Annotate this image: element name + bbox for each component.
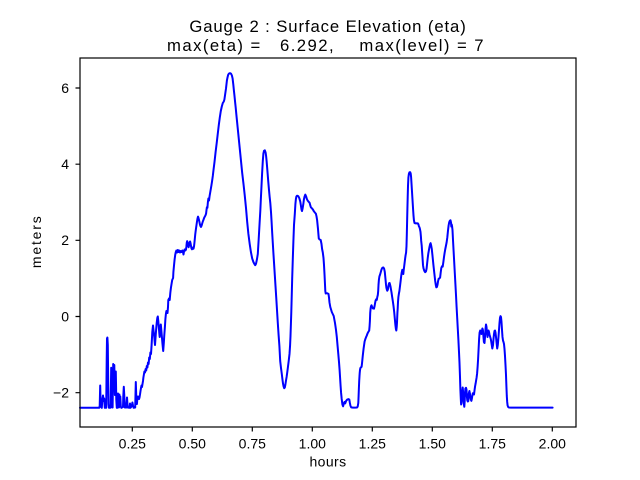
svg-text:4: 4 <box>61 156 69 172</box>
svg-text:hours: hours <box>309 454 346 470</box>
svg-text:0.75: 0.75 <box>239 436 266 452</box>
svg-text:−2: −2 <box>53 385 69 401</box>
svg-text:0: 0 <box>61 308 69 324</box>
svg-text:Gauge 2 : Surface Elevation (e: Gauge 2 : Surface Elevation (eta) <box>189 17 466 36</box>
svg-text:1.25: 1.25 <box>359 436 386 452</box>
svg-text:0.25: 0.25 <box>119 436 146 452</box>
svg-text:1.75: 1.75 <box>479 436 506 452</box>
svg-text:1.00: 1.00 <box>299 436 326 452</box>
svg-text:2.00: 2.00 <box>539 436 566 452</box>
svg-text:6: 6 <box>61 80 69 96</box>
svg-text:2: 2 <box>61 232 69 248</box>
svg-text:meters: meters <box>28 215 44 269</box>
svg-text:0.50: 0.50 <box>179 436 206 452</box>
svg-text:max(eta) = 6.292, max(lev: max(eta) = 6.292, max(level) = 7 <box>167 36 485 55</box>
svg-text:1.50: 1.50 <box>419 436 446 452</box>
